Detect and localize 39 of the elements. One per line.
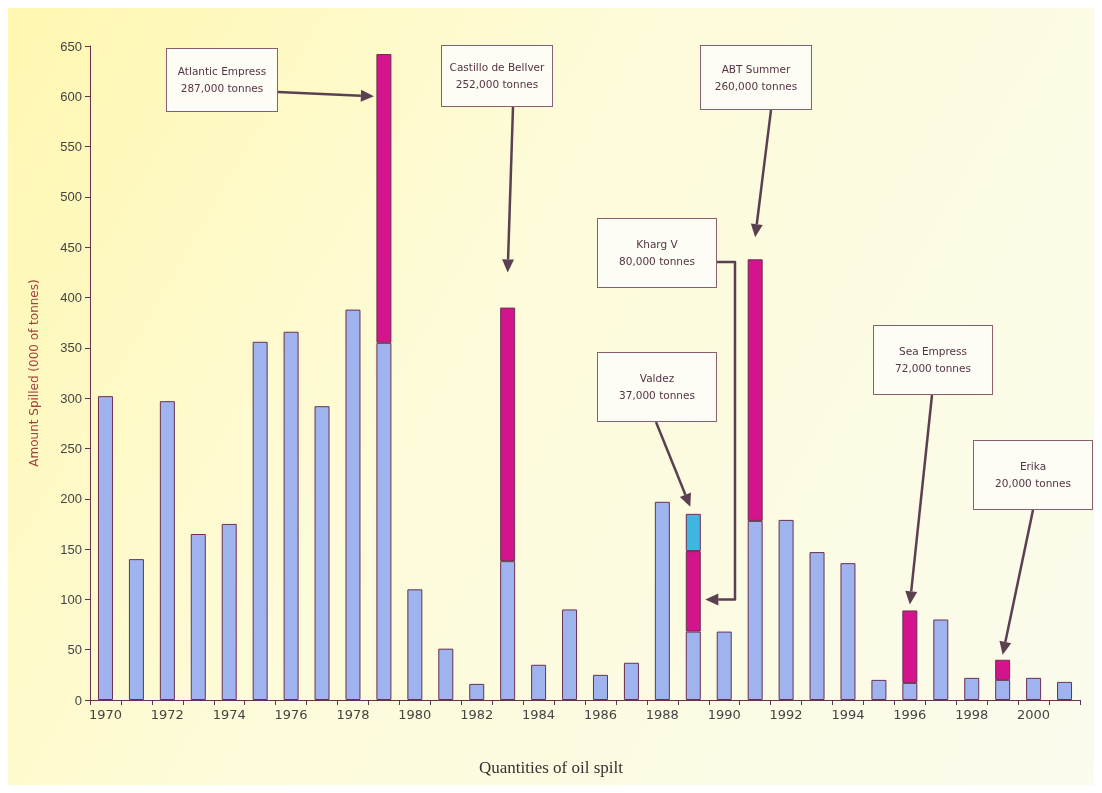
y-tick-label: 0 bbox=[74, 692, 82, 708]
y-tick-label: 150 bbox=[60, 541, 82, 557]
x-tick-label: 1980 bbox=[398, 707, 432, 722]
y-tick-label: 100 bbox=[60, 591, 82, 607]
x-tick-label: 1996 bbox=[893, 707, 927, 722]
callout-box: ABT Summer 260,000 tonnes bbox=[700, 45, 812, 110]
y-tick-label: 600 bbox=[60, 88, 82, 104]
x-tick-label: 1990 bbox=[707, 707, 741, 722]
callout-box: Erika 20,000 tonnes bbox=[973, 440, 1093, 510]
x-tick-label: 1972 bbox=[150, 707, 184, 722]
x-tick-label: 1986 bbox=[583, 707, 618, 722]
x-tick-label: 1976 bbox=[274, 707, 308, 722]
callout-box: Sea Empress 72,000 tonnes bbox=[873, 325, 993, 395]
y-tick-label: 550 bbox=[60, 139, 82, 155]
y-tick-label: 50 bbox=[67, 642, 82, 658]
text: Quantities of oil spilt bbox=[478, 758, 624, 777]
y-tick-label: 500 bbox=[60, 189, 82, 205]
y-tick-label: 250 bbox=[60, 440, 82, 456]
y-axis-title: Amount Spilled (000 of tonnes) bbox=[27, 279, 41, 467]
y-tick-label: 300 bbox=[60, 390, 82, 406]
x-tick-label: 1988 bbox=[645, 707, 679, 722]
callout-box: Atlantic Empress 287,000 tonnes bbox=[166, 48, 278, 112]
x-tick-label: 1994 bbox=[831, 707, 865, 722]
x-tick-label: 1998 bbox=[955, 707, 989, 722]
x-tick-label: 1982 bbox=[460, 707, 494, 722]
y-tick-label: 650 bbox=[60, 38, 82, 54]
x-tick-label: 1974 bbox=[212, 707, 246, 722]
x-tick-label: 2000 bbox=[1017, 707, 1051, 722]
callout-box: Kharg V 80,000 tonnes bbox=[597, 218, 717, 288]
callout-box: Valdez 37,000 tonnes bbox=[597, 352, 717, 422]
y-tick-label: 350 bbox=[60, 340, 82, 356]
y-tick-label: 400 bbox=[60, 290, 82, 306]
y-tick-label: 450 bbox=[60, 239, 82, 255]
x-tick-label: 1978 bbox=[336, 707, 370, 722]
x-tick-label: 1970 bbox=[88, 707, 123, 722]
x-tick-label: 1992 bbox=[769, 707, 803, 722]
callout-box: Castillo de Bellver 252,000 tonnes bbox=[441, 45, 553, 107]
y-tick-label: 200 bbox=[60, 491, 82, 507]
x-tick-label: 1984 bbox=[522, 707, 556, 722]
